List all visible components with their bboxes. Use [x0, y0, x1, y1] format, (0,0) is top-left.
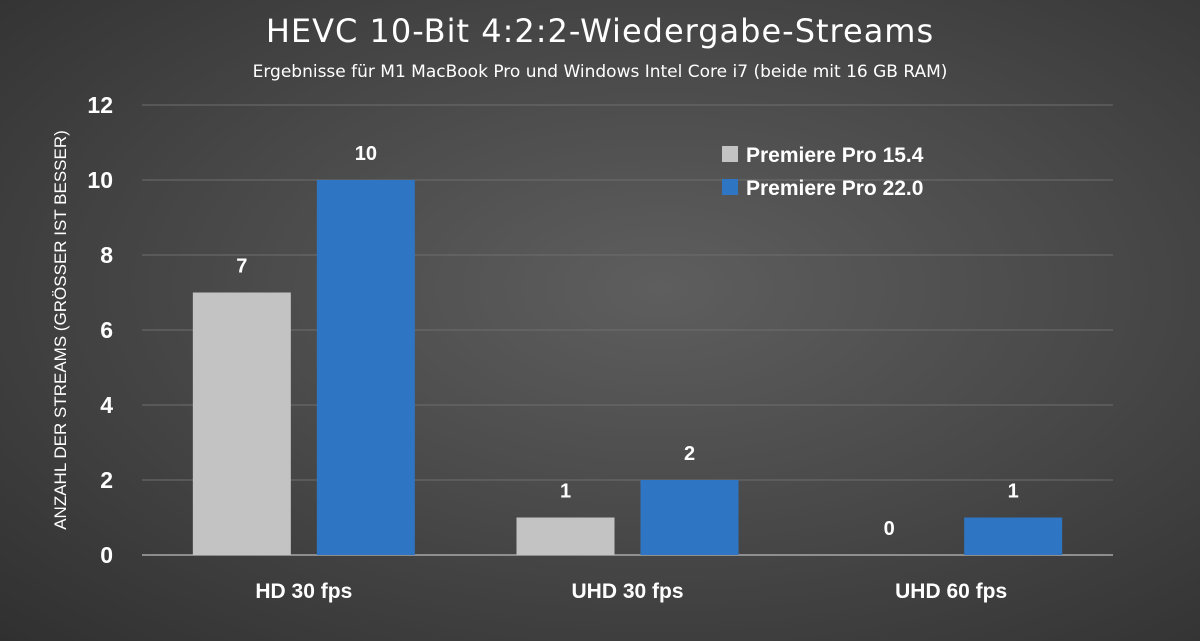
y-tick-label: 0	[100, 542, 113, 568]
x-axis-ticks: HD 30 fps UHD 30 fps UHD 60 fps	[255, 580, 1007, 603]
x-tick-label: UHD 30 fps	[571, 580, 683, 603]
legend-label: Premiere Pro 22.0	[746, 177, 923, 200]
x-tick-label: UHD 60 fps	[895, 580, 1007, 603]
bar	[516, 517, 615, 555]
y-tick-label: 2	[100, 467, 113, 493]
legend-swatch	[722, 146, 738, 162]
data-label: 1	[1008, 481, 1019, 503]
chart-subtitle: Ergebnisse für M1 MacBook Pro und Window…	[253, 62, 948, 82]
data-label: 1	[560, 481, 571, 503]
chart-title: HEVC 10-Bit 4:2:2-Wiedergabe-Streams	[266, 12, 934, 50]
y-tick-label: 8	[100, 242, 113, 268]
legend-label: Premiere Pro 15.4	[746, 144, 924, 167]
data-label: 2	[684, 443, 695, 465]
data-label: 7	[236, 256, 247, 278]
bar	[192, 292, 291, 555]
data-label: 0	[884, 518, 895, 540]
legend-swatch	[722, 179, 738, 195]
x-tick-label: HD 30 fps	[255, 580, 352, 603]
bars: 7 10 1 2 0 1	[192, 143, 1063, 555]
y-tick-label: 12	[87, 92, 113, 118]
gridlines	[142, 104, 1113, 556]
data-label: 10	[355, 143, 377, 165]
bar	[964, 517, 1063, 555]
bar	[316, 180, 415, 555]
legend: Premiere Pro 15.4 Premiere Pro 22.0	[722, 144, 924, 200]
y-axis-ticks: 0 2 4 6 8 10 12	[87, 92, 113, 568]
y-tick-label: 10	[87, 167, 113, 193]
y-tick-label: 4	[100, 392, 113, 418]
y-tick-label: 6	[100, 317, 113, 343]
bar	[640, 480, 739, 555]
y-axis-label: ANZAHL DER STREAMS (GRÖSSER IST BESSER)	[51, 130, 70, 530]
